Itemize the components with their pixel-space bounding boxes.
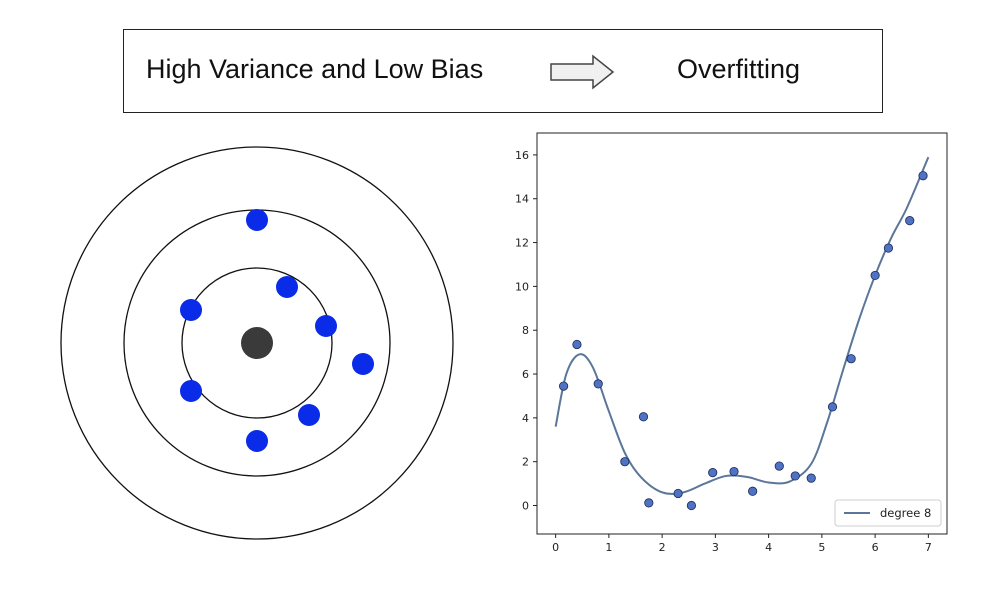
y-tick-label: 16 [515, 149, 529, 162]
data-point [905, 216, 915, 226]
x-tick-label: 6 [872, 541, 879, 554]
target-shot-dot [180, 299, 202, 321]
x-tick-label: 7 [925, 541, 932, 554]
data-point [572, 339, 582, 350]
data-point [673, 488, 683, 499]
x-tick-label: 1 [605, 541, 612, 554]
data-point [638, 412, 649, 422]
y-tick-label: 2 [522, 456, 529, 469]
target-bullseye [241, 327, 273, 359]
fit-curve-degree-8 [554, 156, 930, 495]
plot-frame [536, 132, 948, 535]
x-tick-label: 0 [552, 541, 559, 554]
data-point [748, 486, 758, 496]
x-tick-label: 5 [818, 541, 825, 554]
data-point [846, 354, 856, 364]
target-shot-dot [246, 430, 268, 452]
y-tick-label: 12 [515, 237, 529, 250]
data-point [559, 381, 569, 391]
data-point [790, 471, 800, 481]
data-point [806, 473, 816, 483]
x-tick-label: 4 [765, 541, 772, 554]
y-axis-ticks: 0 2 4 6 8 10 12 14 16 [515, 149, 537, 513]
y-tick-label: 0 [522, 500, 529, 513]
data-point [644, 498, 654, 508]
y-tick-label: 4 [522, 412, 529, 425]
data-points-layer [559, 171, 928, 511]
fit-curve-layer [554, 156, 930, 495]
data-point [870, 270, 880, 281]
header-left-text: High Variance and Low Bias [146, 54, 484, 84]
y-tick-label: 10 [515, 280, 529, 293]
target-shot-dot [352, 353, 374, 375]
data-point [774, 461, 784, 471]
header-right-text: Overfitting [677, 54, 801, 84]
y-tick-label: 8 [522, 324, 529, 337]
right-arrow-icon [550, 54, 615, 90]
target-shot-dot [298, 404, 320, 426]
data-point [883, 243, 894, 253]
data-point [686, 500, 697, 511]
data-point [708, 468, 718, 478]
legend-box [834, 499, 942, 527]
data-point [620, 457, 630, 467]
target-shot-dot [276, 276, 298, 298]
target-ring-inner [181, 267, 333, 419]
target-ring-outer [60, 146, 454, 540]
shots-layer [180, 209, 374, 452]
target-shot-dot [180, 380, 202, 402]
header-box: High Variance and Low Bias Overfitting [123, 29, 883, 113]
x-tick-label: 3 [712, 541, 719, 554]
target-shot-dot [246, 209, 268, 231]
data-point [918, 171, 928, 181]
y-tick-label: 14 [515, 193, 529, 206]
target-shot-dot [315, 315, 337, 337]
x-axis-ticks: 0 1 2 3 4 5 6 7 [552, 534, 932, 554]
x-tick-label: 2 [659, 541, 666, 554]
y-tick-label: 6 [522, 368, 529, 381]
legend: degree 8 [834, 499, 942, 527]
data-point [729, 466, 739, 477]
legend-label: degree 8 [880, 506, 931, 520]
data-point [593, 379, 603, 389]
bullseye-target [60, 146, 454, 540]
data-point [827, 402, 838, 412]
